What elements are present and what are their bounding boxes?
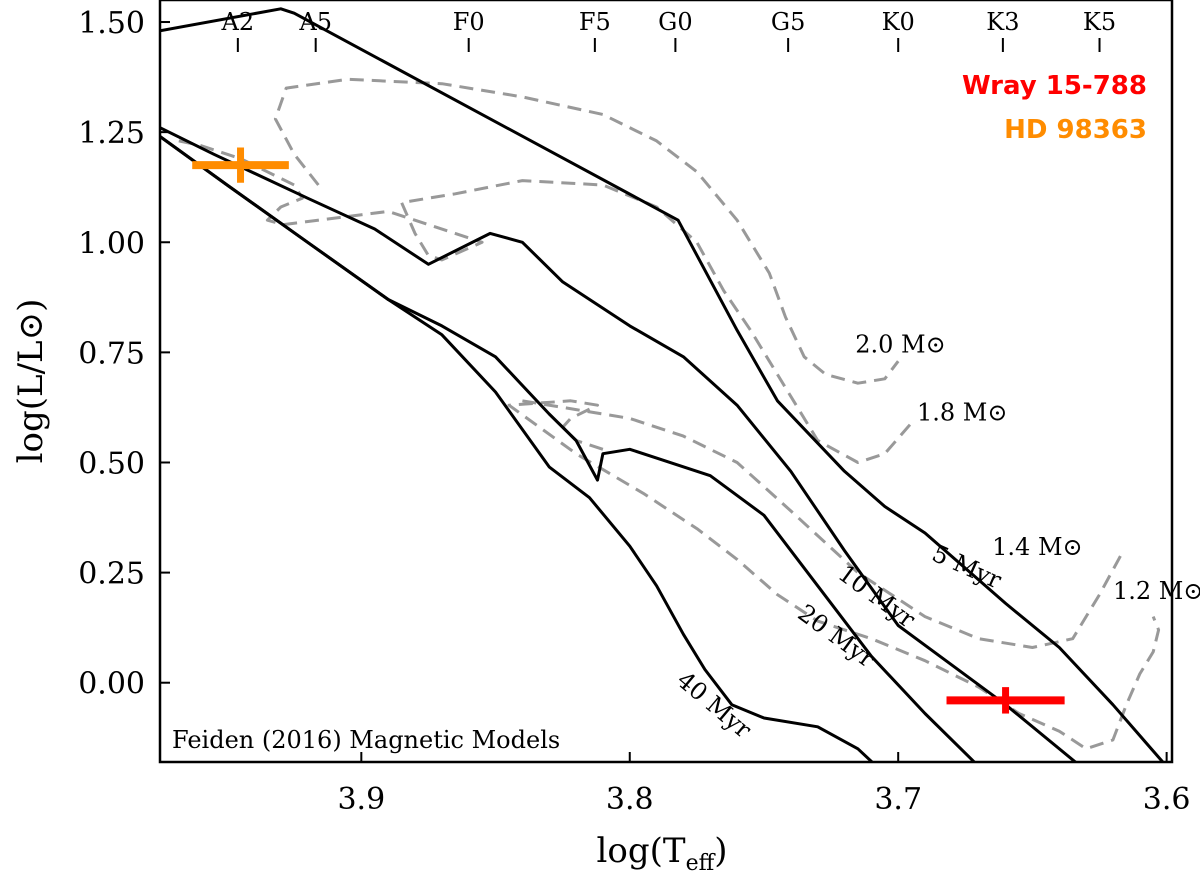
mass-track-label: 2.0 M⊙ [855,330,945,358]
x-axis-ticks: 3.9 3.8 3.7 3.6 [337,752,1190,817]
isochrone-20-myr [160,135,977,762]
isochrone-label: 40 Myr [672,666,758,744]
spectral-type-label: K3 [986,8,1019,36]
spectral-type-label: A5 [298,8,332,36]
spectral-type-label: G0 [658,8,692,36]
stars-layer [192,147,1065,714]
mass-track-label: 1.8 M⊙ [917,399,1007,427]
star-marker [946,687,1065,714]
y-tick-label: 0.75 [78,336,145,371]
x-tick-label: 3.8 [606,782,654,817]
y-axis-ticks: 1.50 1.25 1.00 0.75 0.50 0.25 0.00 [78,6,170,702]
y-tick-label: 1.50 [78,6,145,41]
mass-track-14 [522,399,1123,649]
annotation-feiden: Feiden (2016) Magnetic Models [172,726,560,754]
y-tick-label: 0.00 [78,667,145,702]
spectral-type-label: K5 [1083,8,1116,36]
mass-track-12 [507,399,1161,751]
mass-track-label: 1.2 M⊙ [1113,577,1200,605]
spectral-type-label: G5 [771,8,805,36]
star-marker [192,147,289,183]
spectral-type-label: K0 [882,8,915,36]
x-tick-label: 3.7 [874,782,922,817]
y-axis-label: log(L/L⊙) [11,299,51,464]
y-tick-label: 0.50 [78,446,145,481]
spectral-type-label: F5 [579,8,611,36]
mass-track-20 [273,77,900,385]
isochrone-5-myr [160,7,1165,762]
mass-track-label: 1.4 M⊙ [992,533,1082,561]
x-tick-label: 3.9 [337,782,385,817]
spectral-type-ticks: A2 A5 F0 F5 G0 G5 K0 K3 K5 [221,8,1116,52]
isochrone-40-myr [160,135,875,762]
mass-track-18 [178,139,913,464]
spectral-type-label: A2 [221,8,255,36]
x-tick-label: 3.6 [1143,782,1191,817]
legend-wray: Wray 15-788 [962,71,1147,101]
spectral-type-label: F0 [453,8,485,36]
plot-frame [158,0,1174,764]
isochrones-layer [160,7,1165,762]
legend-hd: HD 98363 [1004,115,1147,145]
y-tick-label: 1.00 [78,226,145,261]
y-tick-label: 0.25 [78,557,145,592]
x-axis-label: log(Teff) [597,831,728,876]
mass-tracks-layer [178,77,1161,751]
isochrone-10-myr [160,126,1078,762]
y-tick-label: 1.25 [78,116,145,151]
